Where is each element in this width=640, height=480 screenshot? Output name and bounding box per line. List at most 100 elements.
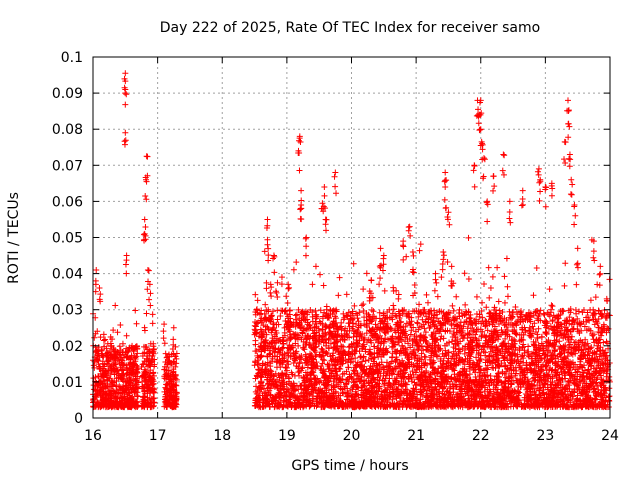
data-point — [127, 398, 134, 405]
data-point — [549, 373, 556, 380]
data-point — [581, 323, 588, 330]
data-point — [119, 385, 126, 392]
data-point — [150, 343, 157, 350]
data-point — [360, 354, 367, 361]
data-point — [119, 348, 126, 355]
data-point — [104, 340, 111, 347]
data-point — [448, 320, 455, 327]
data-point — [141, 373, 148, 380]
data-point — [324, 361, 331, 368]
data-point — [584, 316, 591, 323]
data-point — [150, 350, 157, 357]
data-point — [350, 260, 357, 267]
data-point — [494, 379, 501, 386]
data-point — [277, 313, 284, 320]
data-point — [350, 367, 357, 374]
data-point — [125, 401, 132, 408]
data-point — [483, 304, 490, 311]
data-point — [116, 343, 123, 350]
data-point — [292, 323, 299, 330]
data-point — [92, 357, 99, 364]
data-point — [281, 329, 288, 336]
data-point — [437, 336, 444, 343]
data-point — [393, 287, 400, 294]
data-point — [592, 294, 599, 301]
data-point — [551, 348, 558, 355]
data-point — [421, 325, 428, 332]
data-point — [150, 389, 157, 396]
data-point — [591, 310, 598, 317]
data-point — [393, 356, 400, 363]
data-point — [593, 364, 600, 371]
data-point — [407, 322, 414, 329]
data-point — [132, 307, 139, 314]
data-point — [144, 401, 151, 408]
data-point — [491, 376, 498, 383]
data-point — [362, 357, 369, 364]
data-point — [568, 321, 575, 328]
data-point — [523, 312, 530, 319]
data-point — [279, 371, 286, 378]
data-point — [325, 377, 332, 384]
data-point — [408, 354, 415, 361]
data-point — [97, 366, 104, 373]
data-point — [342, 357, 349, 364]
data-point — [566, 377, 573, 384]
data-point — [437, 358, 444, 365]
data-point — [118, 366, 125, 373]
data-point — [149, 357, 156, 364]
data-point — [253, 390, 260, 397]
data-point — [376, 281, 383, 288]
data-point — [278, 307, 285, 314]
data-point — [327, 340, 334, 347]
data-point — [112, 302, 119, 309]
data-point — [321, 368, 328, 375]
data-point — [282, 364, 289, 371]
data-point — [504, 283, 511, 290]
data-point — [363, 270, 370, 277]
data-point — [149, 320, 156, 327]
data-point — [312, 263, 319, 270]
data-point — [252, 358, 259, 365]
data-point — [256, 333, 263, 340]
data-point — [340, 310, 347, 317]
data-point — [512, 372, 519, 379]
data-point — [173, 396, 180, 403]
data-point — [411, 282, 418, 289]
data-point — [533, 264, 540, 271]
data-point — [131, 345, 138, 352]
data-point — [434, 353, 441, 360]
data-point — [418, 350, 425, 357]
data-point — [314, 401, 321, 408]
data-point — [467, 351, 474, 358]
data-point — [352, 362, 359, 369]
data-point — [403, 253, 410, 260]
data-point — [470, 328, 477, 335]
data-point — [545, 348, 552, 355]
data-point — [351, 302, 358, 309]
data-point — [132, 344, 139, 351]
data-point — [173, 389, 180, 396]
data-point — [529, 323, 536, 330]
data-point — [461, 311, 468, 318]
data-point — [289, 342, 296, 349]
data-point — [306, 335, 313, 342]
data-point — [336, 274, 343, 281]
data-point — [320, 282, 327, 289]
data-point — [133, 383, 140, 390]
data-point — [417, 241, 424, 248]
data-point — [567, 309, 574, 316]
data-point — [150, 403, 156, 410]
data-point — [535, 370, 542, 377]
data-point — [415, 376, 422, 383]
data-point — [132, 380, 139, 387]
data-point — [562, 260, 569, 267]
data-point — [120, 375, 127, 382]
data-point — [456, 376, 463, 383]
data-point — [164, 360, 171, 367]
data-point — [163, 354, 170, 361]
data-point — [397, 395, 404, 402]
data-point — [114, 329, 121, 336]
data-point — [361, 334, 368, 341]
data-point — [162, 350, 169, 357]
